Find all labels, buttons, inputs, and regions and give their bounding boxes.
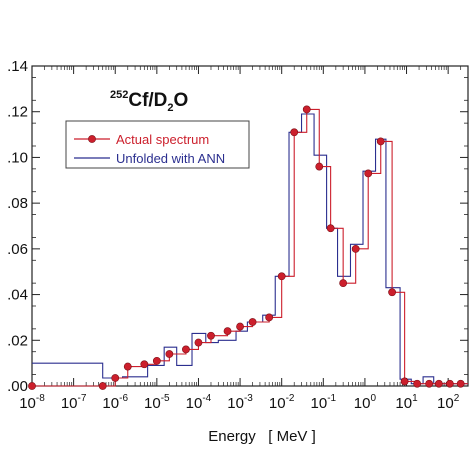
y-tick-label: .14 [7, 58, 28, 75]
x-tick-label: 100 [354, 393, 377, 412]
actual-point [236, 322, 244, 331]
annotation-text: 252Cf/D2O [110, 89, 188, 114]
x-tick-label: 10-4 [186, 393, 212, 412]
annotation-sub: 2 [167, 102, 173, 114]
actual-point [445, 379, 454, 388]
actual-point [351, 244, 360, 253]
actual-point [223, 327, 232, 336]
y-tick-label: .10 [7, 149, 28, 166]
actual-point [207, 331, 215, 340]
actual-point [152, 356, 161, 365]
y-tick-label: .12 [7, 104, 28, 121]
actual-point [165, 350, 174, 358]
annotation-main: Cf/D [128, 90, 167, 111]
actual-point [339, 279, 348, 288]
legend: Actual spectrum Unfolded with ANN [65, 120, 250, 169]
actual-point [413, 379, 422, 388]
x-tick-label: 10-5 [144, 393, 170, 412]
actual-point [98, 382, 107, 390]
actual-point [194, 338, 203, 347]
axes: .00 .02 .04 .06 .08 .10 .12 .14 10-8 10-7 10-6 10-5… [7, 58, 469, 412]
annotation-prefix: 252 [110, 89, 128, 101]
y-tick-label: .02 [7, 332, 28, 349]
actual-point [376, 137, 385, 146]
x-tick-label: 10-6 [102, 393, 128, 412]
annotation-suffix: O [174, 90, 189, 111]
x-tick-label: 10-8 [19, 393, 45, 412]
x-axis-title: Energy [ MeV ] [208, 428, 316, 445]
actual-point [265, 313, 274, 322]
plot-frame [31, 65, 469, 387]
actual-point [111, 374, 120, 382]
ann-step-line [32, 113, 468, 385]
actual-point [326, 224, 335, 233]
actual-point [123, 362, 132, 371]
y-tick-label: .04 [7, 287, 28, 304]
annotation: 252Cf/D2O [110, 89, 188, 114]
y-tick-label: .08 [7, 195, 28, 212]
actual-point [290, 128, 299, 137]
legend-actual-marker [88, 135, 96, 143]
x-tick-label: 10-2 [269, 393, 295, 412]
actual-point [140, 360, 149, 369]
legend-box [65, 120, 250, 169]
y-tick-label: .00 [7, 378, 28, 395]
legend-ann-label: Unfolded with ANN [116, 151, 225, 166]
actual-point [364, 169, 373, 178]
actual-point [400, 377, 409, 386]
actual-point [388, 288, 396, 297]
x-tick-label: 10-1 [311, 393, 337, 412]
actual-point [456, 379, 465, 388]
x-tick-label: 101 [395, 393, 418, 412]
actual-point [425, 379, 434, 388]
x-tick-label: 102 [437, 393, 460, 412]
y-tick-label: .06 [7, 241, 28, 258]
actual-point [277, 272, 286, 281]
actual-point [435, 379, 443, 388]
actual-point [315, 162, 324, 171]
actual-point [248, 318, 257, 326]
series-layer [28, 105, 468, 390]
x-tick-label: 10-7 [61, 393, 87, 412]
actual-point [28, 382, 36, 390]
legend-actual-label: Actual spectrum [116, 132, 209, 147]
actual-point [182, 345, 190, 354]
actual-point [302, 105, 311, 114]
x-tick-label: 10-3 [227, 393, 253, 412]
